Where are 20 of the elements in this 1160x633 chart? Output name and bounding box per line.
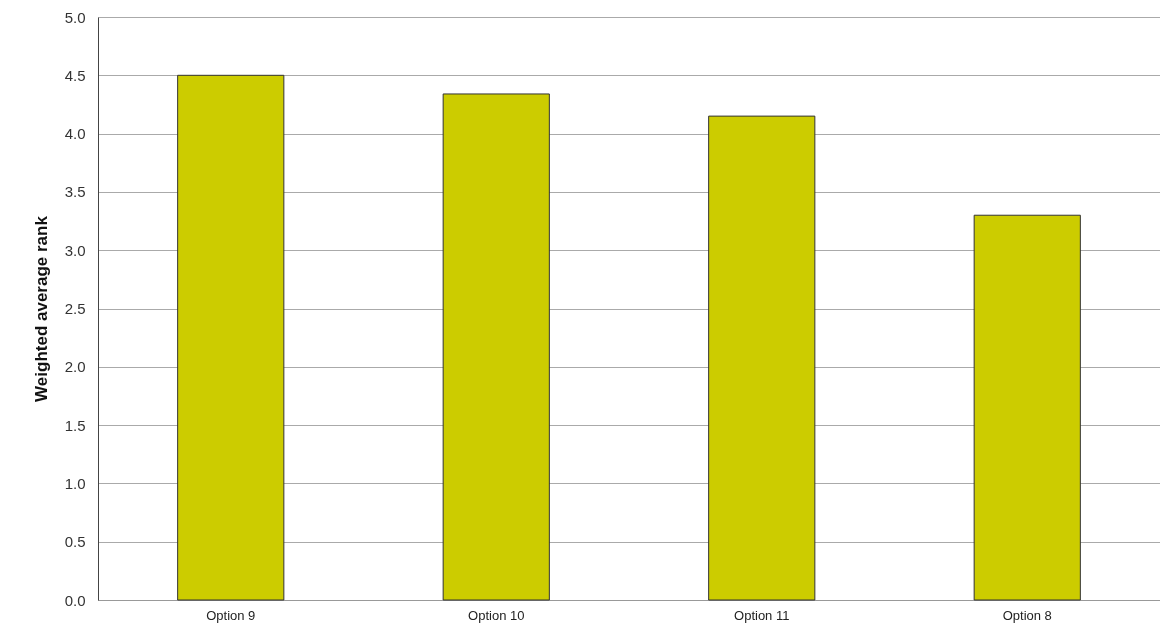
bar [708, 115, 816, 601]
x-tick-label: Option 11 [734, 607, 790, 623]
y-tick-label: 4.0 [64, 125, 86, 143]
y-tick-label: 0.0 [64, 591, 86, 609]
y-tick-label: 3.5 [64, 183, 86, 201]
y-tick-label: 2.0 [64, 358, 86, 376]
x-tick-label: Option 10 [468, 607, 525, 623]
y-tick-label: 5.0 [64, 8, 86, 26]
y-tick-label: 4.5 [64, 66, 86, 84]
x-tick-label: Option 9 [206, 607, 256, 623]
y-tick-label: 2.5 [64, 300, 86, 317]
x-tick-label: Option 8 [1002, 607, 1052, 623]
y-tick-label: 0.5 [64, 533, 86, 551]
y-axis-title: Weighted average rank [31, 215, 51, 402]
y-tick-label: 3.0 [64, 241, 86, 259]
bar [973, 214, 1081, 601]
y-tick-label: 1.5 [64, 416, 86, 434]
bar [442, 93, 550, 601]
y-tick-label: 1.0 [64, 474, 86, 492]
bar [177, 74, 285, 601]
